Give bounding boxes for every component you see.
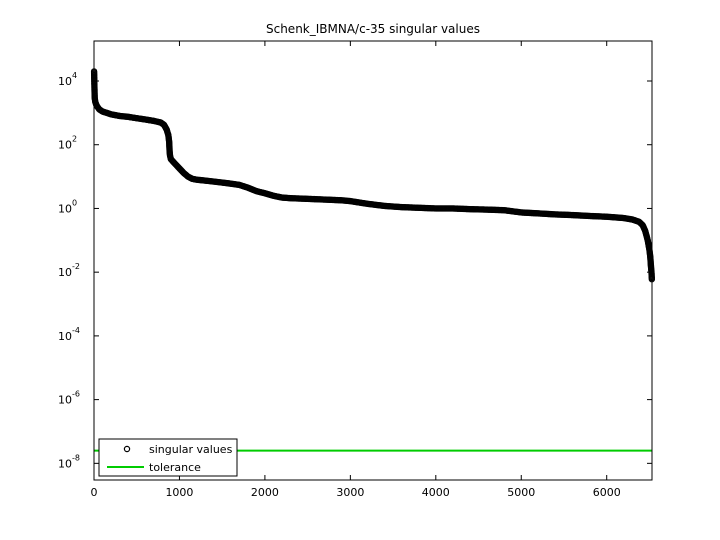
x-tick-label: 6000	[593, 486, 621, 499]
x-tick-label: 2000	[251, 486, 279, 499]
y-tick-label: 102	[58, 135, 77, 152]
legend-box	[98, 438, 238, 477]
x-tick-label: 4000	[422, 486, 450, 499]
axis-ticks: 0 1000 2000 3000 4000 5000 6000 10-8 10-6 10-4 10-…	[58, 41, 652, 499]
legend-marker-singular-values	[123, 445, 131, 453]
data-points	[90, 68, 656, 283]
x-tick-label: 5000	[507, 486, 535, 499]
legend-label-singular-values: singular values	[149, 443, 233, 456]
x-tick-label: 3000	[336, 486, 364, 499]
chart-title: Schenk_IBMNA/c-35 singular values	[266, 22, 480, 36]
y-tick-label: 10-2	[58, 262, 80, 279]
y-tick-label: 10-4	[58, 326, 80, 343]
legend-label-tolerance: tolerance	[149, 461, 201, 474]
y-tick-label: 100	[58, 198, 77, 215]
plot-background	[94, 41, 652, 480]
x-tick-label: 0	[91, 486, 98, 499]
x-tick-label: 1000	[165, 486, 193, 499]
plot-frame	[93, 40, 653, 481]
y-tick-label: 10-8	[58, 453, 80, 470]
y-tick-label: 10-6	[58, 390, 80, 407]
legend: singular values tolerance	[98, 438, 238, 477]
y-tick-label: 104	[58, 71, 77, 88]
